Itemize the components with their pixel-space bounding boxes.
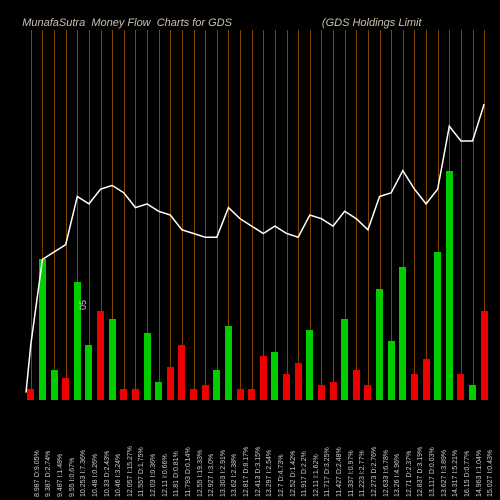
x-axis: 8.987 O:9.05% 9.387 D:2.74% 9.487 I:1.48% 9… — [25, 402, 490, 497]
x-tick-label: 9.55 I:0.67% — [69, 402, 76, 497]
x-tick-label: 12.7 D:4.73% — [278, 402, 285, 497]
x-tick-label: 11.557 D:1.75% — [138, 402, 145, 497]
money-flow-chart: MunafaSutra Money Flow Charts for GDS (GD… — [0, 0, 500, 500]
x-tick-label: 13.297 I:2.54% — [266, 402, 273, 497]
price-line — [26, 104, 484, 393]
x-tick-label: 11.81 D:0.81% — [173, 402, 180, 497]
x-tick-label: 8.987 O:9.05% — [34, 402, 41, 497]
x-tick-label: 13.627 I:3.89% — [441, 402, 448, 497]
x-tick-label: 11.917 D:2.2% — [301, 402, 308, 497]
x-tick-label: 12.11 I:0.66% — [162, 402, 169, 497]
x-tick-label: 12.927 I:3.0% — [208, 402, 215, 497]
x-tick-label: 13.62 I:2.38% — [231, 402, 238, 497]
x-tick-label: 12.03 I:0.36% — [150, 402, 157, 497]
x-tick-label: 14.317 I:5.21% — [452, 402, 459, 497]
x-tick-label: 12.837 D:3.19% — [417, 402, 424, 497]
plot-area — [25, 30, 490, 400]
title-left: MunafaSutra Money Flow Charts for GDS — [22, 17, 232, 29]
x-tick-label: 12.11 I:1.62% — [313, 402, 320, 497]
x-tick-label: 13.303 I:2.91% — [220, 402, 227, 497]
x-tick-label: 10.48 I:0.26% — [92, 402, 99, 497]
x-tick-label: 12.413 D:3.15% — [255, 402, 262, 497]
x-tick-label: 12.52 D:1.42% — [290, 402, 297, 497]
x-tick-label: 12.817 D:8.17% — [243, 402, 250, 497]
x-tick-label: 10.46 I:3.24% — [115, 402, 122, 497]
x-tick-label: 11.717 D:3.25% — [324, 402, 331, 497]
x-tick-label: 10.253 I:7.36% — [80, 402, 87, 497]
line-layer — [25, 30, 490, 400]
x-tick-label: 16.15 D:0.77% — [464, 402, 471, 497]
x-tick-label: 9.387 D:2.74% — [45, 402, 52, 497]
title-right: (GDS Holdings Limit — [322, 17, 422, 29]
x-tick-label: 12.55 I:19.33% — [197, 402, 204, 497]
x-tick-label: 11.223 I:2.77% — [359, 402, 366, 497]
x-tick-label: 13.117 D:0.03% — [429, 402, 436, 497]
x-tick-label: 11.337 I:0.97% — [348, 402, 355, 497]
x-tick-label: 10.33 D:2.43% — [104, 402, 111, 497]
x-tick-label: 13.26 I:4.96% — [394, 402, 401, 497]
x-tick-label: 15.027 I:0.43% — [487, 402, 494, 497]
x-tick-label: 9.487 I:1.48% — [57, 402, 64, 497]
x-tick-label: 12.71 D:2.37% — [406, 402, 413, 497]
chart-title: MunafaSutra Money Flow Charts for GDS(GD… — [10, 5, 490, 25]
x-tick-label: 12.633 I:6.78% — [383, 402, 390, 497]
x-tick-label: 14.963 I:1.04% — [476, 402, 483, 497]
x-tick-label: 12.057 I:15.27% — [127, 402, 134, 497]
x-tick-label: 11.427 D:2.48% — [336, 402, 343, 497]
y-label: 05 — [78, 300, 88, 310]
x-tick-label: 11.793 D:0.14% — [185, 402, 192, 497]
x-tick-label: 12.273 D:2.76% — [371, 402, 378, 497]
